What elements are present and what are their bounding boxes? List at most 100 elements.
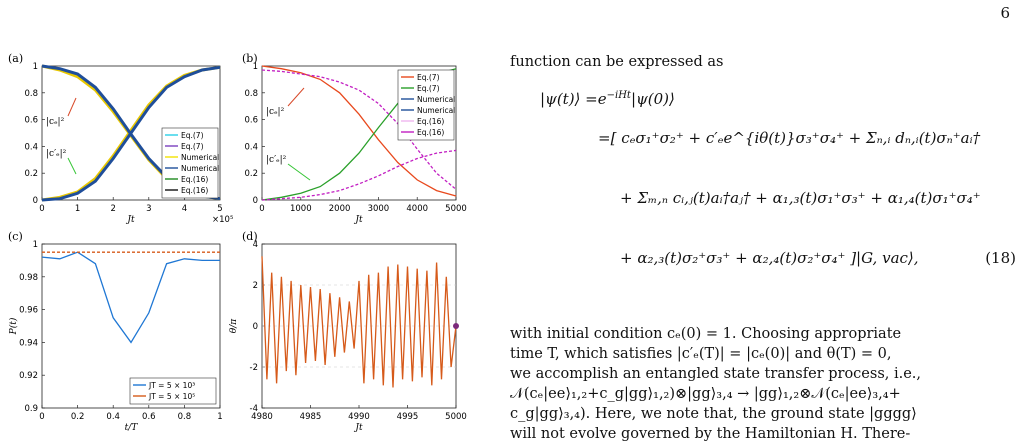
panel-b-legend-entry: Eq.(16) <box>417 128 444 137</box>
panel-b-series-2 <box>261 69 457 190</box>
panel-d-ytick-label: 2 <box>253 281 258 291</box>
panel-d-xtick-label: 4985 <box>300 412 322 422</box>
panel-c-ylabel: P(t) <box>8 317 19 335</box>
panel-a-xtick-label: 3 <box>146 204 151 214</box>
panel-a-arrow-ce <box>67 97 77 117</box>
panel-d-ytick-label: -2 <box>250 363 258 373</box>
panel-b-label: (b) <box>242 52 258 65</box>
panel-b-xtick-label: 1000 <box>290 204 312 214</box>
panel-b-series-3 <box>261 149 457 201</box>
panel-a-ytick-label: 0.6 <box>24 116 38 126</box>
panel-c-xtick-label: 0 <box>39 412 44 422</box>
p2-line-1: with initial condition cₑ(0) = 1. Choosi… <box>510 326 902 342</box>
panel-b-legend-entry: Eq.(7) <box>417 73 440 82</box>
panel-a-ytick-label: 0.4 <box>24 142 38 152</box>
panel-a-ytick-label: 0.8 <box>24 89 38 99</box>
figure-svg: (a) 0 1 2 3 4 5 0 0.2 0.4 0.6 0.8 1 Jt ×10⁵ Eq.(7) Eq.(7… <box>8 52 467 433</box>
panel-c-ytick-label: 1 <box>33 240 38 250</box>
panel-b-ytick-label: 0 <box>253 196 258 206</box>
eq-line-4: + α₂,₃(t)σ₂⁺σ₃⁺ + α₂,₄(t)σ₂⁺σ₄⁺ ]|G, vac… <box>620 249 919 267</box>
panel-b-frame <box>261 65 457 201</box>
panel-a-legend-entry: Eq.(7) <box>181 131 204 140</box>
panel-d-ytick-label: 0 <box>253 322 258 332</box>
panel-a-curve-label-ce: |cₑ|² <box>46 117 65 127</box>
panel-a-legend-entry: Numerical <box>181 164 219 173</box>
panel-b-ytick-label: 0.8 <box>244 89 258 99</box>
panel-a-legend-entry: Eq.(16) <box>181 175 208 184</box>
panel-c-legend-box <box>129 377 217 405</box>
panel-a-arrow-ce-prime <box>67 157 77 175</box>
panel-b-arrow-ce <box>287 87 305 107</box>
panel-d-xlabel: Jt <box>353 423 363 433</box>
panel-a-curve-label-ce-prime: |c′ₑ|² <box>46 149 67 159</box>
panel-d-marker <box>453 323 459 329</box>
p2-line-2: time T, which satisfies |c′ₑ(T)| = |cₑ(0… <box>510 346 892 362</box>
panel-b-xtick-label: 4000 <box>406 204 428 214</box>
panel-a-label: (a) <box>8 52 23 65</box>
panel-d-xtick-label: 4995 <box>397 412 419 422</box>
panel-c-frame <box>41 243 221 409</box>
panel-b-curve-label-ce: |cₑ|² <box>266 107 285 117</box>
panel-c-xtick-label: 1 <box>217 412 222 422</box>
panel-b-legend-box <box>397 69 455 141</box>
panel-c-ytick-label: 0.94 <box>19 338 38 348</box>
panel-b-legend-entry: Numerical <box>417 106 455 115</box>
panel-a-x-exponent: ×10⁵ <box>212 215 233 225</box>
panel-a-frame <box>41 65 221 201</box>
panel-a-legend-entry: Eq.(16) <box>181 186 208 195</box>
panel-a-xtick-label: 2 <box>110 204 115 214</box>
intro-sentence: function can be expressed as <box>510 54 724 70</box>
p2-line-5: c_g|gg⟩₃,₄). Here, we note that, the gro… <box>510 406 917 422</box>
eq-exponent: −iHt <box>606 90 631 101</box>
p2-line-6: will not evolve governed by the Hamilton… <box>510 426 911 442</box>
panel-b-ytick-label: 1 <box>253 62 258 72</box>
panel-b-xtick-label: 3000 <box>368 204 390 214</box>
panel-b-legend-entry: Eq.(7) <box>417 84 440 93</box>
panel-c-ytick-label: 0.9 <box>24 404 38 414</box>
panel-c-legend-entry: JT = 5 × 10³ <box>148 381 195 390</box>
panel-a-ytick-label: 1 <box>33 62 38 72</box>
panel-a-series-3 <box>41 65 221 202</box>
panel-b-legend-entry: Numerical <box>417 95 455 104</box>
eq-line-2: =[ cₑσ₁⁺σ₂⁺ + c′ₑe^{iθ(t)}σ₃⁺σ₄⁺ + Σₙ,ᵢ … <box>598 129 981 147</box>
panel-c-xtick-label: 0.4 <box>106 412 120 422</box>
panel-d-label: (d) <box>242 230 258 243</box>
panel-b-arrow-ce-prime <box>287 163 311 181</box>
panel-a-ytick-label: 0.2 <box>24 169 38 179</box>
panel-d-series-0 <box>261 256 457 388</box>
eq-line-3: + Σₘ,ₙ cᵢ,ⱼ(t)aᵢ†aⱼ† + α₁,₃(t)σ₁⁺σ₃⁺ + α… <box>620 189 981 207</box>
panel-c-xtick-label: 0.8 <box>178 412 192 422</box>
panel-d-ytick-label: -4 <box>250 404 258 414</box>
panel-a-legend-box <box>161 127 219 199</box>
panel-b-xlabel: Jt <box>353 215 363 225</box>
panel-d-xtick-label: 5000 <box>445 412 467 422</box>
panel-d-xtick-label: 4980 <box>251 412 273 422</box>
panel-d-ytick-label: 4 <box>253 240 258 250</box>
panel-b-ytick-label: 0.2 <box>244 169 258 179</box>
eq-lhs: |ψ(t)⟩ =e <box>540 90 607 108</box>
figure-panels: (a) 0 1 2 3 4 5 0 0.2 0.4 0.6 0.8 1 Jt ×10⁵ Eq.(7) Eq.(7… <box>0 0 490 440</box>
panel-a-xlabel: Jt <box>125 215 135 225</box>
panel-d-xtick-label: 4990 <box>348 412 370 422</box>
panel-a-xtick-label: 5 <box>217 204 222 214</box>
panel-a-legend-entry: Eq.(7) <box>181 142 204 151</box>
eq-line-1: |ψ(t)⟩ =e−iHt|ψ(0)⟩ <box>540 86 675 109</box>
panel-a-ytick-label: 0 <box>33 196 38 206</box>
equation-18: |ψ(t)⟩ =e−iHt|ψ(0)⟩ =[ cₑσ₁⁺σ₂⁺ + c′ₑe^{… <box>510 86 1016 306</box>
panel-b-legend-entry: Eq.(16) <box>417 117 444 126</box>
panel-c-ytick-label: 0.98 <box>19 273 38 283</box>
panel-b-series-0 <box>261 65 457 197</box>
panel-b-curve-label-ce-prime: |c′ₑ|² <box>266 155 287 165</box>
paragraph-2: with initial condition cₑ(0) = 1. Choosi… <box>510 324 1016 444</box>
panel-c-xtick-label: 0.2 <box>71 412 85 422</box>
panel-c-legend-entry: JT = 5 × 10⁵ <box>148 392 195 401</box>
panel-c-xlabel: t/T <box>125 423 139 433</box>
panel-a-legend-entry: Numerical <box>181 153 219 162</box>
panel-a-xtick-label: 4 <box>182 204 187 214</box>
text-column: function can be expressed as |ψ(t)⟩ =e−i… <box>510 52 1016 442</box>
panel-c-ytick-label: 0.92 <box>19 371 38 381</box>
panel-b-xtick-label: 0 <box>259 204 264 214</box>
panel-c-xtick-label: 0.6 <box>142 412 156 422</box>
eq-line-1-rest: |ψ(0)⟩ <box>630 90 675 108</box>
eq-number: (18) <box>985 249 1016 267</box>
